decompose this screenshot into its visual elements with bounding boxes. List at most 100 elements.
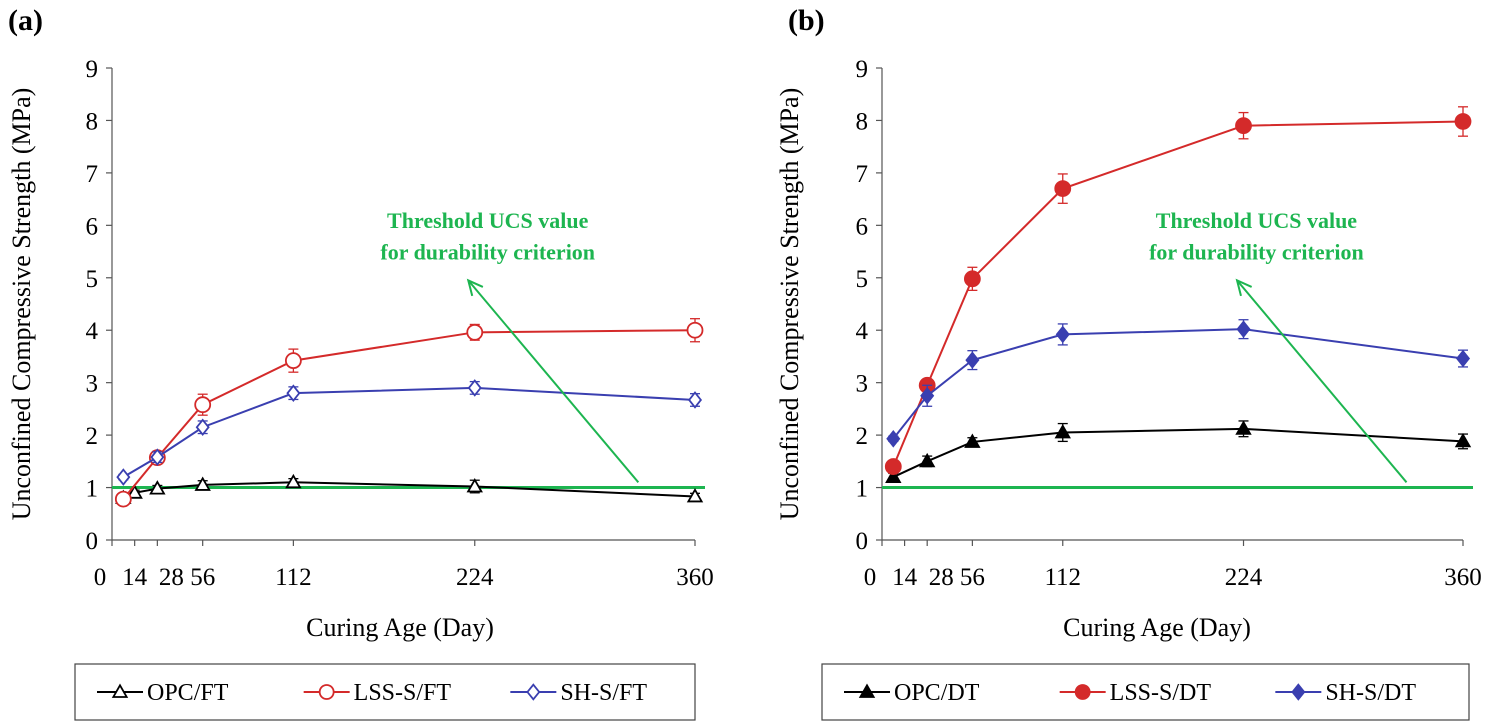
y-axis-title: Unconfined Compressive Strength (MPa) [775,88,804,521]
series-line [122,386,696,478]
y-tick-label: 7 [86,161,99,188]
legend-marker [111,683,129,698]
data-point [116,468,131,486]
legend-label: LSS-S/FT [354,680,452,706]
x-tick-label: 56 [190,564,215,591]
x-tick-label: 14 [122,564,148,591]
y-tick-label: 0 [86,528,99,555]
data-point [285,473,302,489]
x-tick-label: 224 [1225,564,1263,591]
data-point [466,478,483,493]
legend-label: OPC/FT [147,680,229,706]
panel-label: (b) [788,4,825,37]
x-tick-label: 360 [1444,564,1482,591]
series-lss-s-dt [884,106,1472,475]
data-point [1235,420,1252,435]
data-point [286,384,301,402]
legend-box [74,663,696,721]
data-point [920,386,935,405]
legend-marker [1074,684,1091,700]
y-tick-label: 7 [856,161,869,188]
x-axis-title: Curing Age (Day) [306,613,494,642]
data-point [1054,180,1072,198]
y-tick-label: 3 [856,371,869,398]
y-tick-label: 2 [856,423,869,450]
legend-marker [1291,683,1306,701]
data-point [1235,117,1252,135]
annotation-line-1: Threshold UCS value [1156,208,1358,233]
x-axis-title: Curing Age (Day) [1063,613,1251,642]
series-sh-s-dt [886,319,1471,448]
series-opc-dt [885,420,1472,483]
data-point [1236,320,1251,338]
data-point [886,429,901,448]
data-point [466,323,484,341]
data-point [194,476,211,491]
data-point [126,484,143,499]
y-tick-label: 2 [86,423,99,450]
x-tick-label: 360 [676,564,714,591]
legend-marker [318,684,335,700]
y-tick-label: 5 [86,266,99,293]
y-tick-label: 4 [86,318,99,345]
panel-label: (a) [8,4,43,37]
y-tick-label: 5 [856,266,869,293]
data-point [686,488,704,503]
annotation-arrowhead [466,278,484,297]
y-tick-label: 6 [86,213,99,240]
legend-label: LSS-S/DT [1110,680,1212,706]
data-point [965,351,980,369]
data-point [1454,113,1472,130]
x-tick-label: 224 [456,564,494,591]
annotation-arrow [467,279,640,483]
data-point [884,458,902,475]
data-point [1454,432,1472,448]
series-line [892,328,1464,440]
data-point [963,270,981,288]
legend-marker [526,683,541,701]
annotation-arrow [1236,279,1408,483]
series-lss-s-ft [114,318,704,508]
x-tick-label: 28 [159,564,184,591]
legend-label: OPC/DT [894,680,980,706]
x-tick-label: 14 [892,564,918,591]
x-tick-label: 28 [929,564,954,591]
legend-label: SH-S/FT [560,680,647,706]
series-line [892,120,1464,467]
data-point [1054,424,1071,439]
x-tick-label: 0 [94,564,107,591]
annotation-line-2: for durability criterion [380,239,595,264]
data-point [964,433,981,448]
data-point [1455,349,1471,368]
data-point [194,396,212,414]
y-tick-label: 9 [86,56,99,83]
x-tick-label: 112 [275,564,312,591]
y-tick-label: 8 [856,108,869,135]
legend-box [821,663,1470,721]
legend: OPC/DT LSS-S/DT SH-S/DT [821,663,1470,721]
data-point [687,391,703,409]
data-point [149,480,166,495]
y-tick-label: 1 [856,476,869,503]
legend-label: SH-S/DT [1325,680,1416,706]
x-tick-label: 56 [960,564,985,591]
y-tick-label: 0 [856,528,869,555]
series-line [122,329,696,500]
data-point [284,352,302,370]
data-point [150,448,165,466]
data-point [114,490,132,508]
data-point [885,468,902,483]
y-tick-label: 6 [856,213,869,240]
data-point [918,452,936,468]
annotation-line-2: for durability criterion [1149,239,1364,264]
series-line [892,427,1464,478]
y-tick-label: 4 [856,318,869,345]
y-tick-label: 1 [86,476,99,503]
y-tick-label: 3 [86,371,99,398]
data-point [195,418,210,437]
legend-marker [858,683,876,698]
data-point [467,379,482,397]
